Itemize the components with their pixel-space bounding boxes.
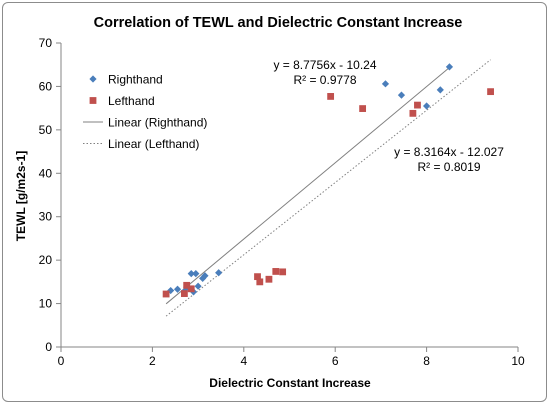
x-tick-label: 10: [511, 354, 525, 368]
righthand-point: [445, 63, 454, 71]
lefthand-point: [359, 105, 367, 112]
y-tick-label: 50: [39, 123, 53, 137]
data-points: [162, 63, 494, 298]
lefthand-point: [487, 88, 494, 96]
scatter-chart: Correlation of TEWL and Dielectric Const…: [14, 15, 525, 390]
y-axis-label: TEWL [g/m2s-1]: [14, 151, 28, 241]
trendline-lefthand: [165, 59, 491, 317]
x-tick-label: 0: [58, 354, 65, 368]
legend: Righthand Lefthand Linear (Righthand) Linea…: [83, 73, 207, 151]
y-tick-label: 30: [39, 210, 53, 224]
righthand-point: [436, 86, 444, 94]
y-tick-label: 60: [39, 79, 53, 93]
lefthand-point: [183, 281, 191, 289]
righthand-point: [381, 80, 390, 88]
y-tick-label: 20: [39, 253, 53, 267]
chart-title: Correlation of TEWL and Dielectric Const…: [94, 15, 463, 31]
trendline-equation: y = 8.7756x - 10.24: [273, 58, 376, 72]
x-tick-label: 6: [332, 354, 339, 368]
lefthand-point: [254, 273, 261, 281]
trendline-r2: R² = 0.8019: [417, 160, 480, 174]
lefthand-point: [187, 285, 195, 293]
y-tick-label: 10: [39, 297, 53, 311]
x-axis-label: Dielectric Constant Increase: [209, 376, 371, 390]
lefthand-point: [327, 93, 335, 100]
righthand-point: [192, 270, 200, 278]
righthand-point: [215, 269, 223, 277]
trendline-righthand: [165, 67, 450, 305]
righthand-point: [423, 102, 431, 110]
trendline-equation: y = 8.3164x - 12.027: [394, 145, 504, 159]
legend-marker-righthand: [89, 75, 97, 83]
righthand-point: [194, 282, 202, 290]
x-tick-label: 8: [423, 354, 430, 368]
righthand-point: [397, 91, 406, 99]
lefthand-point: [414, 101, 421, 109]
lefthand-point: [180, 290, 188, 297]
legend-marker-lefthand: [89, 97, 97, 104]
lefthand-point: [162, 290, 170, 298]
lefthand-point: [272, 268, 280, 275]
legend-label-trendline: Linear (Lefthand): [108, 137, 199, 151]
y-tick-label: 40: [39, 166, 53, 180]
lefthand-point: [265, 275, 273, 283]
y-tick-label: 70: [39, 36, 53, 50]
legend-label-righthand: Righthand: [108, 73, 163, 87]
legend-label-trendline: Linear (Righthand): [108, 116, 207, 130]
y-tick-label: 0: [45, 340, 52, 354]
x-tick-label: 4: [240, 354, 247, 368]
lefthand-point: [279, 268, 287, 276]
righthand-point: [173, 285, 182, 293]
trendlines: [165, 59, 491, 317]
legend-label-lefthand: Lefthand: [108, 94, 155, 108]
x-tick-label: 2: [149, 354, 156, 368]
trendline-r2: R² = 0.9778: [293, 73, 356, 87]
axes: 0 2 4 6 8 10 0 10 20 30 40 50 60 70: [39, 36, 525, 368]
chart-frame: Correlation of TEWL and Dielectric Const…: [2, 2, 547, 402]
righthand-point: [201, 272, 209, 280]
lefthand-point: [256, 278, 264, 286]
lefthand-point: [409, 109, 417, 117]
righthand-point: [167, 286, 175, 295]
righthand-point: [187, 270, 195, 278]
